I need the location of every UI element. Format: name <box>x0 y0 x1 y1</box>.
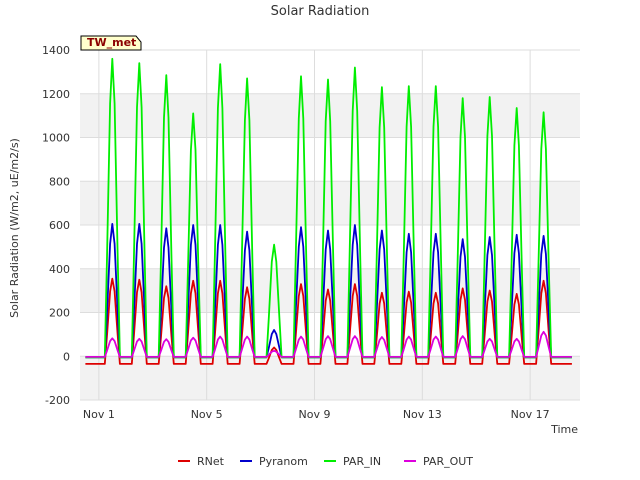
x-tick-label: Nov 1 <box>83 408 115 421</box>
chart-title: Solar Radiation <box>271 4 370 19</box>
legend-item-rnet: RNet <box>178 455 225 468</box>
legend-item-pyranom: Pyranom <box>240 455 308 468</box>
legend-label: Pyranom <box>259 455 308 468</box>
y-axis-ticks: -200 0 200 400 600 800 1000 1200 1400 <box>42 44 70 407</box>
y-axis-title: Solar Radiation (W/m2, uE/m2/s) <box>8 138 21 318</box>
grid-band <box>80 181 580 225</box>
x-tick-label: Nov 5 <box>191 408 223 421</box>
x-tick-label: Nov 17 <box>511 408 550 421</box>
legend: RNet Pyranom PAR_IN PAR_OUT <box>178 455 473 468</box>
x-tick-label: Nov 9 <box>299 408 331 421</box>
legend-item-par-out: PAR_OUT <box>404 455 473 468</box>
x-tick-label: Nov 13 <box>403 408 442 421</box>
legend-item-par-in: PAR_IN <box>324 455 381 468</box>
y-tick-label: 800 <box>49 175 70 188</box>
series-line-rnet <box>85 277 572 365</box>
y-tick-label: 200 <box>49 307 70 320</box>
legend-label: PAR_IN <box>343 455 381 468</box>
series-line-pyranom <box>85 223 572 359</box>
series-line-par-out <box>85 330 572 358</box>
y-tick-label: 1400 <box>42 44 70 57</box>
station-tag-label: TW_met <box>87 36 136 49</box>
series-layer <box>85 57 572 365</box>
legend-label: PAR_OUT <box>423 455 473 468</box>
y-tick-label: 1000 <box>42 132 70 145</box>
y-tick-label: -200 <box>45 394 70 407</box>
station-tag: TW_met <box>80 35 142 51</box>
x-axis-ticks: Nov 1 Nov 5 Nov 9 Nov 13 Nov 17 <box>83 408 550 421</box>
y-tick-label: 600 <box>49 219 70 232</box>
y-tick-label: 400 <box>49 263 70 276</box>
y-tick-label: 1200 <box>42 88 70 101</box>
x-axis-title: Time <box>550 423 578 436</box>
legend-label: RNet <box>197 455 225 468</box>
station-tag-box <box>80 35 142 51</box>
y-tick-label: 0 <box>63 350 70 363</box>
grid-band <box>80 356 580 400</box>
series-line-par-in <box>85 57 572 359</box>
